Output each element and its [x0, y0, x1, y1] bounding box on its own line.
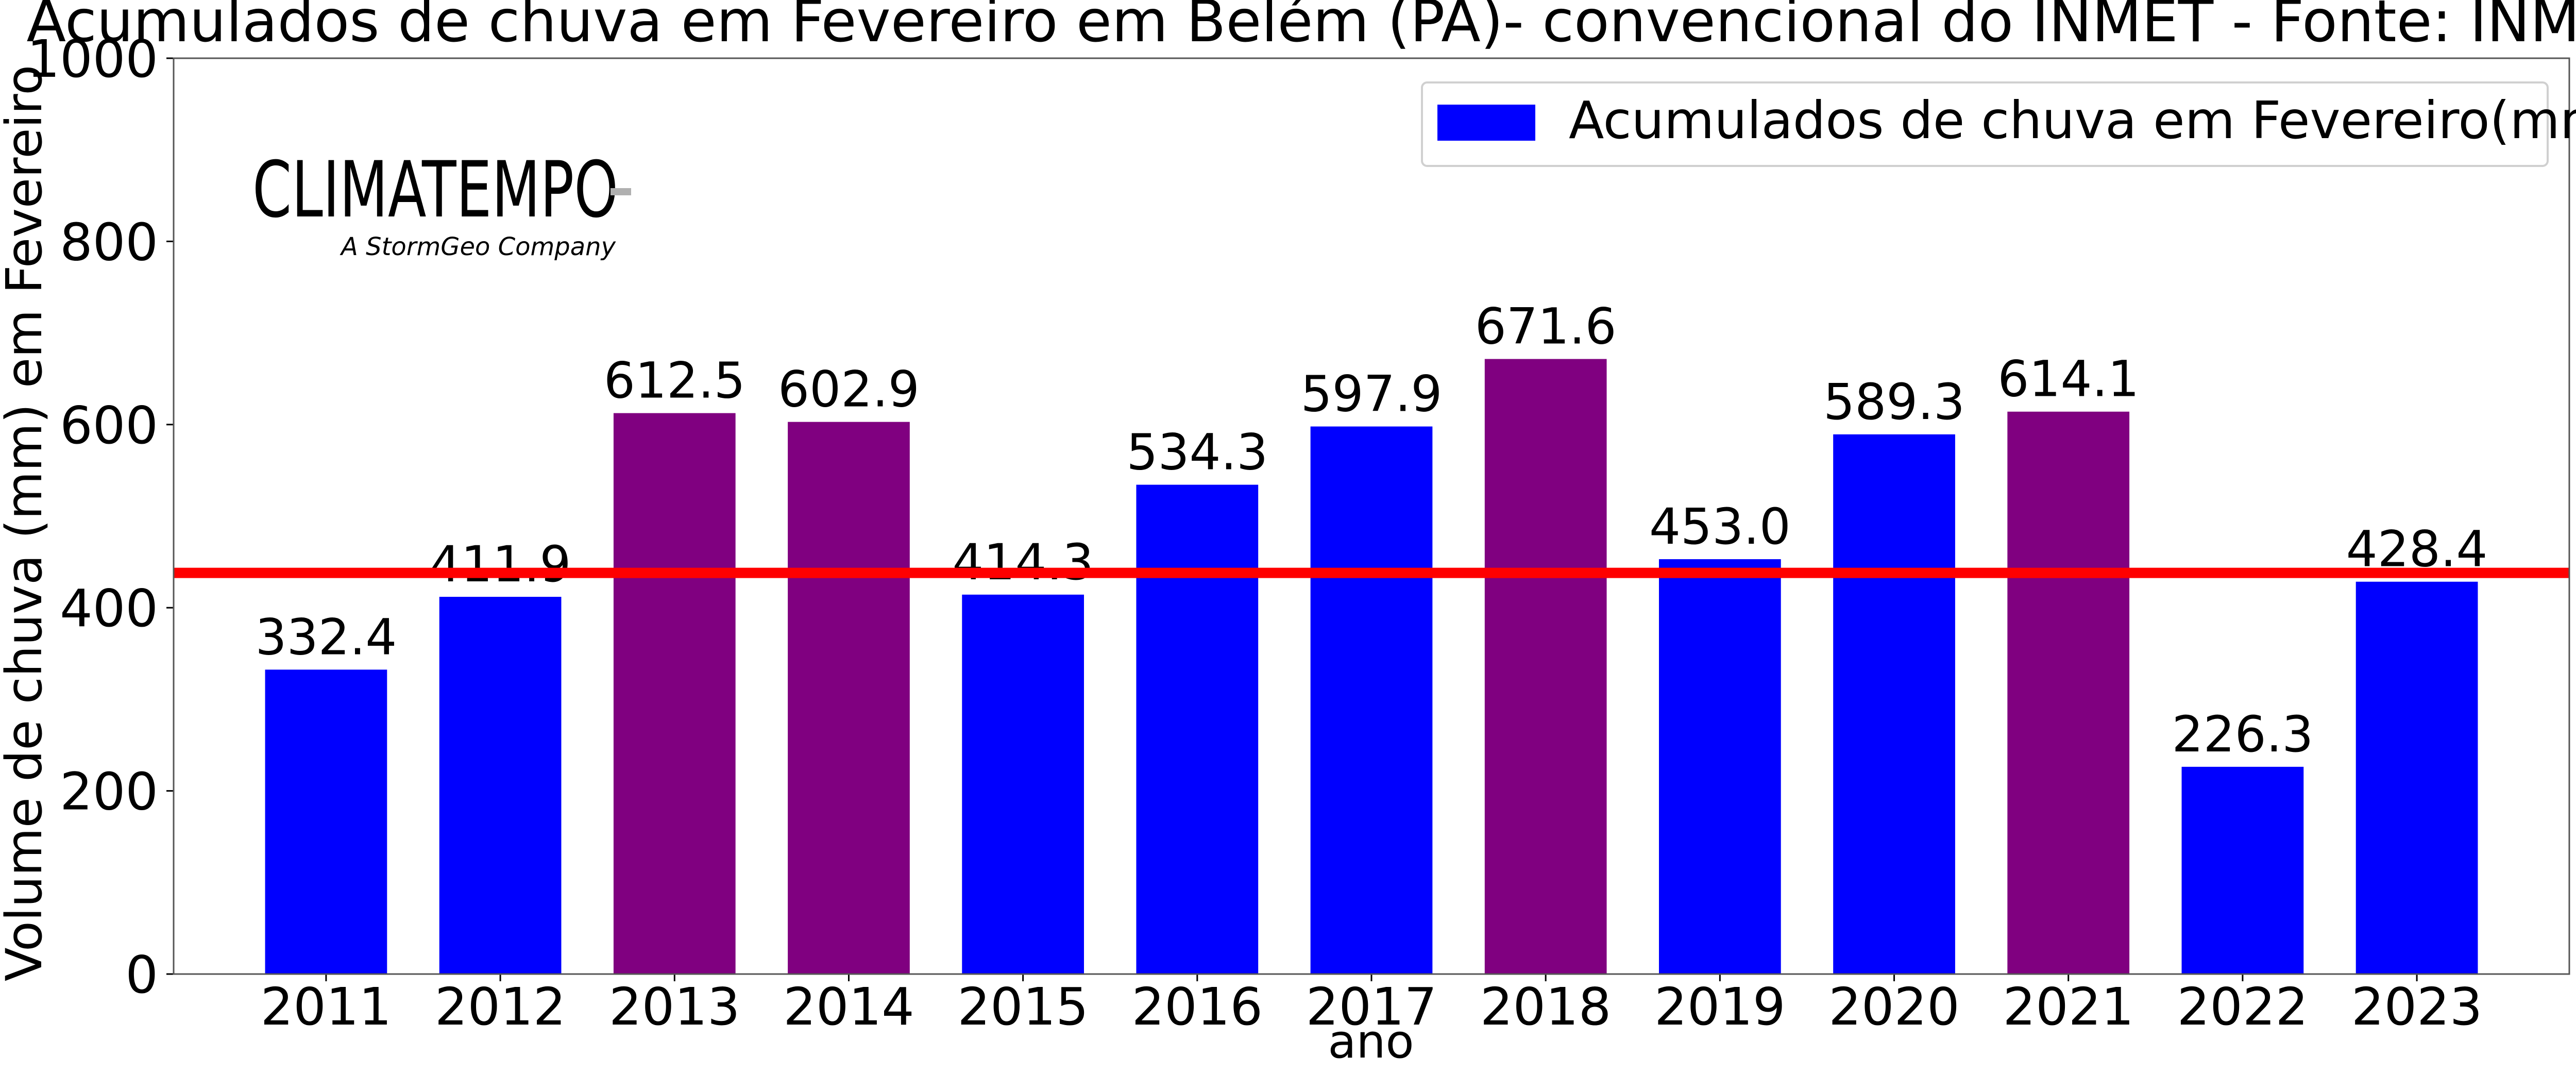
x-tick-label: 2019: [1654, 977, 1786, 1037]
x-tick-label: 2015: [957, 977, 1089, 1037]
bar: [1833, 434, 1955, 974]
legend-box: [1421, 81, 2549, 167]
data-label: 453.0: [1649, 498, 1791, 556]
x-tick-label: 2013: [609, 977, 740, 1037]
bar: [613, 413, 736, 974]
x-tick-label: 2021: [2003, 977, 2134, 1037]
data-label: 614.1: [1997, 350, 2139, 408]
data-label: 671.6: [1475, 298, 1617, 356]
y-tick-label: 600: [60, 395, 158, 456]
data-label: 226.3: [2172, 706, 2313, 763]
x-tick-label: 2011: [261, 977, 392, 1037]
bar: [2007, 411, 2130, 974]
logo: CLIMATEMPO A StormGeo Company: [252, 145, 631, 261]
bar: [439, 597, 562, 974]
bar: [1484, 359, 1607, 974]
data-label: 414.3: [952, 533, 1094, 591]
data-label: 612.5: [604, 352, 745, 410]
logo-name: CLIMATEMPO: [252, 145, 618, 235]
y-tick-label: 0: [125, 945, 158, 1005]
bar: [1659, 559, 1781, 974]
legend: Acumulados de chuva em Fevereiro(mm): [1421, 81, 2576, 167]
x-tick-label: 2017: [1306, 977, 1437, 1037]
x-tick-label: 2022: [2177, 977, 2309, 1037]
data-label: 534.3: [1126, 424, 1268, 481]
bar: [265, 669, 387, 974]
bar: [962, 594, 1084, 974]
data-label: 332.4: [255, 608, 397, 666]
y-tick-label: 400: [60, 578, 158, 639]
logo-dash: [611, 188, 631, 195]
bar: [788, 422, 910, 974]
bar: [2355, 581, 2478, 974]
x-tick-label: 2016: [1132, 977, 1263, 1037]
data-label: 597.9: [1301, 365, 1443, 423]
y-axis-label: Volume de chuva (mm) em Fevereiro: [0, 65, 53, 981]
x-axis-label: ano: [1328, 1015, 1414, 1069]
x-tick-label: 2023: [2351, 977, 2483, 1037]
data-label: 602.9: [778, 361, 920, 418]
plot-frame: [173, 57, 2570, 975]
x-tick-label: 2014: [783, 977, 914, 1037]
x-tick-label: 2012: [435, 977, 566, 1037]
data-label: 411.9: [430, 535, 571, 593]
chart-title: Acumulados de chuva em Fevereiro em Belé…: [26, 0, 2576, 55]
plot-area: 332.4 2011 411.9 2012 612.5 2013 602.9 2014 414.…: [27, 29, 2570, 1037]
legend-swatch: [1437, 105, 1535, 141]
legend-label: Acumulados de chuva em Fevereiro(mm): [1569, 90, 2576, 150]
bar: [1310, 426, 1433, 974]
y-tick-label: 200: [60, 762, 158, 822]
bar: [1136, 484, 1259, 974]
x-tick-label: 2020: [1828, 977, 1960, 1037]
x-tick-label: 2018: [1480, 977, 1612, 1037]
y-tick-label: 1000: [27, 29, 159, 89]
data-label: 589.3: [1823, 373, 1965, 431]
y-tick-label: 800: [60, 212, 158, 272]
bar: [2181, 766, 2304, 974]
logo-tagline: A StormGeo Company: [340, 232, 616, 261]
